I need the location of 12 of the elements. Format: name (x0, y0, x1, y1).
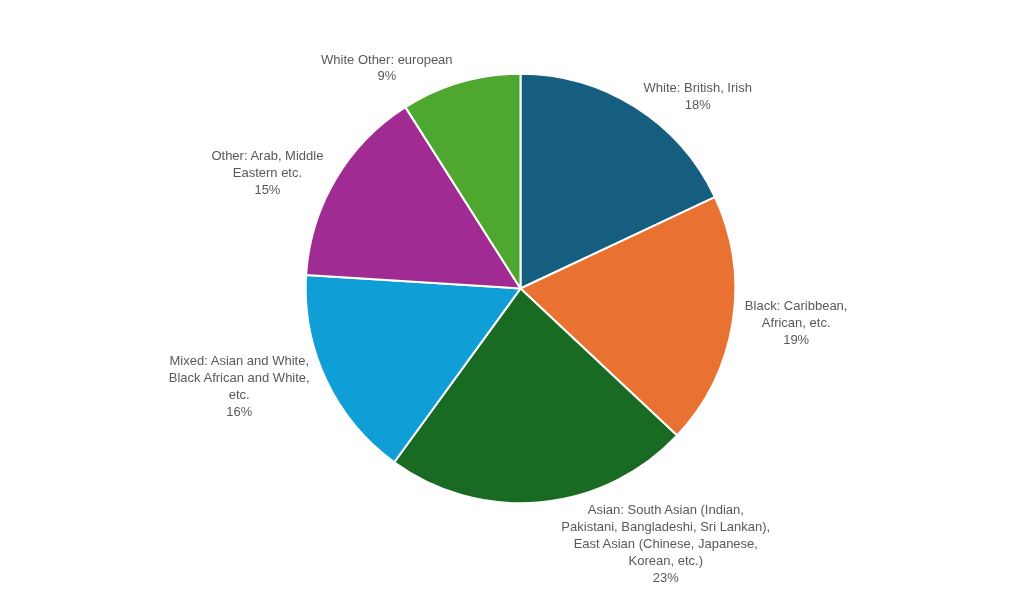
slice-label: Asian: South Asian (Indian, Pakistani, Bangladeshi, Sri Lankan), East Asian (Chinese, Japanese, Korean, etc.) (561, 501, 771, 568)
data-label: 23% (652, 569, 680, 585)
slice-label: Mixed: Asian and White, Black African and White, etc. (168, 353, 310, 402)
data-label: 16% (226, 403, 253, 419)
slice-label: Black: Caribbean, African, etc. (744, 298, 848, 331)
data-label: 19% (783, 332, 810, 348)
data-label: 9% (377, 68, 397, 84)
slice-label: White: British, Irish (643, 79, 752, 95)
slice-label: Other: Arab, Middle Eastern etc. (211, 148, 324, 181)
data-label: 18% (684, 96, 712, 112)
slice-label: White Other: european (321, 51, 453, 67)
data-label: 15% (254, 182, 281, 198)
